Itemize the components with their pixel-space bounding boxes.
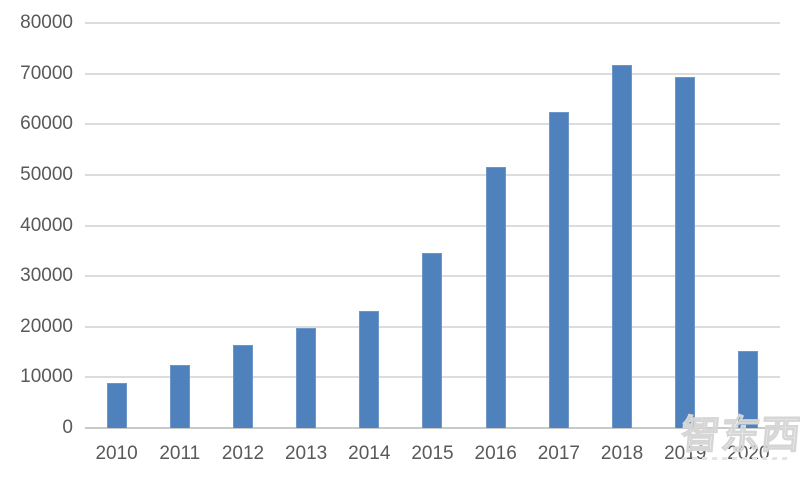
x-tick-label: 2018 — [600, 443, 644, 464]
y-tick-label: 70000 — [20, 62, 73, 84]
bar-2019 — [675, 76, 696, 428]
x-axis-line — [85, 427, 780, 429]
x-tick-label: 2010 — [95, 443, 138, 464]
x-tick-label: 2017 — [537, 443, 580, 464]
bar-2014 — [359, 311, 380, 428]
y-tick-label: 0 — [62, 417, 73, 438]
x-tick-label: 2013 — [284, 443, 328, 464]
bar-2020 — [738, 351, 759, 428]
y-tick-label: 60000 — [20, 113, 73, 135]
y-tick-label: 10000 — [20, 366, 73, 388]
gridline — [85, 224, 780, 227]
x-tick-label: 2016 — [474, 443, 517, 464]
gridline — [85, 123, 780, 126]
x-tick-label: 2011 — [159, 443, 201, 464]
bar-2018 — [612, 64, 633, 428]
y-tick-label: 20000 — [20, 315, 73, 337]
bar-2012 — [232, 344, 253, 428]
gridline — [85, 325, 780, 328]
bar-2016 — [485, 166, 506, 428]
x-tick-label: 2012 — [221, 443, 265, 464]
gridline — [85, 376, 780, 379]
bar-2011 — [169, 364, 190, 428]
bar-2010 — [106, 382, 127, 428]
plot-area — [85, 22, 780, 429]
x-tick-label: 2014 — [348, 443, 391, 464]
x-tick-label: 2015 — [411, 443, 454, 464]
y-tick-label: 80000 — [20, 12, 73, 33]
bar-2015 — [422, 252, 443, 428]
gridline — [85, 275, 780, 278]
gridline — [85, 173, 780, 176]
y-tick-label: 50000 — [20, 163, 73, 185]
y-tick-label: 30000 — [20, 265, 73, 287]
y-tick-label: 40000 — [20, 214, 73, 236]
x-tick-label: 2020 — [727, 443, 770, 464]
bar-2017 — [548, 112, 569, 428]
gridline — [85, 22, 780, 24]
gridline — [85, 72, 780, 75]
